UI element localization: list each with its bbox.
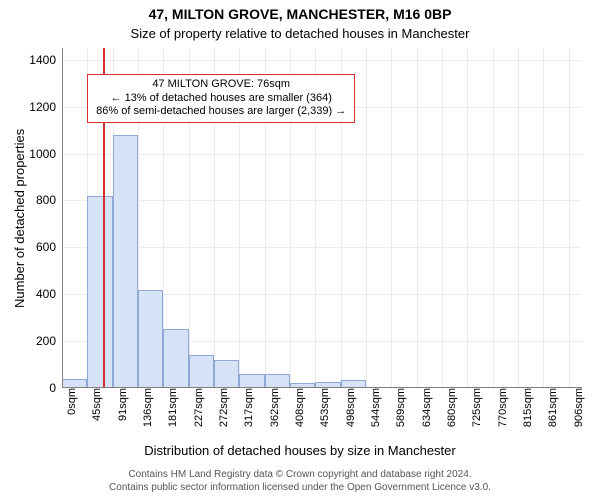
y-tick-label: 1400: [29, 53, 62, 67]
x-tick-label: 181sqm: [163, 388, 179, 427]
x-tick-label: 906sqm: [569, 388, 585, 427]
y-tick-label: 1000: [29, 147, 62, 161]
x-tick-label: 680sqm: [442, 388, 458, 427]
x-tick-label: 815sqm: [518, 388, 534, 427]
gridline-v: [493, 48, 494, 388]
histogram-bar: [239, 374, 264, 388]
x-tick-label: 317sqm: [239, 388, 255, 427]
x-tick-label: 634sqm: [417, 388, 433, 427]
page-title: 47, MILTON GROVE, MANCHESTER, M16 0BP: [0, 6, 600, 22]
histogram-bar: [113, 135, 138, 388]
histogram-bar: [214, 360, 239, 388]
y-axis-label: Number of detached properties: [12, 128, 27, 307]
y-tick-label: 800: [36, 193, 62, 207]
histogram-bar: [189, 355, 214, 388]
credits-line-1: Contains HM Land Registry data © Crown c…: [0, 469, 600, 482]
page-subtitle: Size of property relative to detached ho…: [0, 26, 600, 41]
gridline-h: [62, 200, 582, 201]
y-tick-label: 0: [49, 381, 62, 395]
x-tick-label: 725sqm: [467, 388, 483, 427]
gridline-h: [62, 154, 582, 155]
x-tick-label: 453sqm: [315, 388, 331, 427]
histogram-bar: [138, 290, 163, 388]
x-tick-label: 0sqm: [62, 388, 78, 415]
x-tick-label: 544sqm: [366, 388, 382, 427]
x-tick-label: 136sqm: [138, 388, 154, 427]
annotation-line: ← 13% of detached houses are smaller (36…: [96, 92, 346, 106]
y-tick-label: 1200: [29, 100, 62, 114]
gridline-v: [543, 48, 544, 388]
y-tick-label: 600: [36, 240, 62, 254]
chart-plot-area: 02004006008001000120014000sqm45sqm91sqm1…: [62, 48, 582, 388]
x-tick-label: 770sqm: [493, 388, 509, 427]
credits-line-2: Contains public sector information licen…: [0, 482, 600, 495]
annotation-line: 47 MILTON GROVE: 76sqm: [96, 78, 346, 92]
x-axis-label: Distribution of detached houses by size …: [0, 443, 600, 458]
annotation-line: 86% of semi-detached houses are larger (…: [96, 105, 346, 119]
y-tick-label: 400: [36, 287, 62, 301]
gridline-h: [62, 247, 582, 248]
chart-container: 47, MILTON GROVE, MANCHESTER, M16 0BP Si…: [0, 0, 600, 500]
gridline-v: [518, 48, 519, 388]
x-tick-label: 498sqm: [341, 388, 357, 427]
x-tick-label: 45sqm: [87, 388, 103, 421]
y-tick-label: 200: [36, 334, 62, 348]
histogram-bar: [163, 329, 188, 388]
x-tick-label: 861sqm: [543, 388, 559, 427]
x-tick-label: 227sqm: [189, 388, 205, 427]
x-tick-label: 589sqm: [391, 388, 407, 427]
gridline-v: [569, 48, 570, 388]
credits: Contains HM Land Registry data © Crown c…: [0, 469, 600, 494]
histogram-bar: [265, 374, 290, 388]
gridline-v: [417, 48, 418, 388]
gridline-v: [442, 48, 443, 388]
annotation-box: 47 MILTON GROVE: 76sqm← 13% of detached …: [87, 74, 355, 123]
gridline-v: [391, 48, 392, 388]
gridline-h: [62, 60, 582, 61]
x-axis-line: [62, 387, 582, 388]
gridline-v: [366, 48, 367, 388]
gridline-v: [467, 48, 468, 388]
x-tick-label: 362sqm: [265, 388, 281, 427]
y-axis-line: [62, 48, 63, 388]
x-tick-label: 91sqm: [113, 388, 129, 421]
x-tick-label: 408sqm: [290, 388, 306, 427]
x-tick-label: 272sqm: [214, 388, 230, 427]
histogram-bar: [87, 196, 112, 388]
